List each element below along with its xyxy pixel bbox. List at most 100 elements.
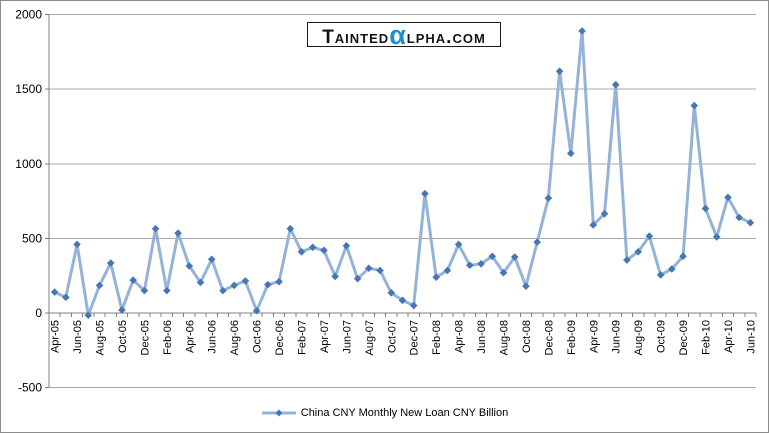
data-point-marker — [499, 268, 508, 277]
x-tick-label: Apr-09 — [588, 320, 600, 353]
y-tick-label: -500 — [18, 381, 42, 395]
data-point-marker — [174, 229, 182, 237]
data-point-marker — [578, 27, 586, 35]
data-point-marker — [95, 281, 104, 290]
x-tick-label: Apr-10 — [723, 320, 735, 353]
x-tick-label: Feb-08 — [431, 320, 443, 355]
data-point-marker — [151, 224, 160, 233]
data-point-marker — [623, 256, 631, 264]
x-tick-label: Feb-09 — [566, 320, 578, 355]
x-tick-label: Oct-05 — [117, 320, 129, 353]
data-point-marker — [735, 213, 743, 222]
data-point-marker — [421, 189, 429, 198]
y-tick-label: 2000 — [15, 8, 42, 22]
legend-marker-icon — [275, 409, 283, 417]
site-logo: Tainted α lpha.com — [307, 20, 501, 50]
y-tick-label: 1500 — [15, 82, 42, 96]
series-line — [53, 29, 752, 317]
x-tick-label: Dec-07 — [409, 320, 421, 355]
x-tick-label: Oct-06 — [252, 320, 264, 353]
legend-label: China CNY Monthly New Loan CNY Billion — [300, 407, 509, 419]
data-point-marker — [679, 252, 687, 261]
x-tick-label: Oct-08 — [521, 320, 533, 353]
x-tick-label: Oct-07 — [386, 320, 398, 353]
data-point-marker — [432, 273, 440, 281]
logo-alpha-icon: α — [389, 20, 407, 50]
data-point-marker — [84, 311, 93, 320]
data-point-marker — [264, 280, 272, 289]
data-point-marker — [73, 240, 81, 249]
x-tick-label: Jun-05 — [72, 320, 84, 354]
data-point-marker — [611, 80, 620, 89]
data-point-marker — [185, 262, 194, 270]
data-point-marker — [230, 281, 238, 290]
data-point-marker — [634, 248, 642, 256]
data-point-marker — [724, 193, 732, 202]
y-tick-label: 500 — [22, 231, 42, 245]
data-point-marker — [409, 301, 418, 310]
x-tick-label: Dec-08 — [543, 320, 555, 355]
data-point-marker — [555, 67, 564, 76]
x-tick-label: Feb-10 — [701, 320, 713, 355]
data-point-marker — [645, 232, 654, 240]
data-point-marker — [320, 246, 328, 255]
data-point-marker — [746, 218, 755, 227]
data-point-marker — [140, 286, 149, 295]
data-point-marker — [308, 243, 317, 252]
data-point-marker — [701, 204, 710, 213]
x-tick-label: Oct-09 — [656, 320, 668, 353]
data-point-marker — [376, 266, 384, 275]
data-point-marker — [219, 286, 227, 295]
data-point-marker — [241, 277, 250, 285]
data-point-marker — [275, 277, 283, 286]
x-tick-label: Apr-07 — [319, 320, 331, 353]
y-tick-label: 1000 — [15, 157, 42, 171]
data-point-marker — [533, 238, 541, 246]
data-point-marker — [106, 259, 115, 267]
x-tick-label: Jun-06 — [207, 320, 219, 354]
x-tick-label: Aug-08 — [499, 320, 511, 355]
data-point-marker — [567, 149, 575, 158]
data-point-marker — [600, 209, 609, 218]
x-tick-label: Aug-06 — [229, 320, 241, 355]
data-point-marker — [544, 194, 553, 202]
data-point-marker — [297, 248, 306, 256]
data-point-marker — [443, 266, 452, 275]
data-point-marker — [252, 306, 261, 315]
x-tick-label: Aug-07 — [364, 320, 376, 355]
logo-text-lpha-com: lpha.com — [406, 27, 486, 48]
data-point-marker — [163, 286, 171, 295]
x-tick-label: Jun-09 — [611, 320, 623, 354]
data-point-marker — [342, 242, 351, 250]
x-tick-label: Feb-06 — [162, 320, 174, 355]
x-tick-label: Dec-09 — [678, 320, 690, 355]
data-point-marker — [353, 274, 362, 283]
data-point-marker — [690, 101, 699, 110]
data-point-marker — [477, 259, 485, 268]
data-point-marker — [656, 271, 665, 279]
data-point-marker — [365, 264, 373, 273]
x-tick-label: Jun-08 — [476, 320, 488, 354]
x-tick-label: Aug-05 — [95, 320, 107, 355]
data-point-marker — [331, 272, 339, 281]
x-tick-label: Feb-07 — [297, 320, 309, 355]
logo-text-tainted: Tainted — [322, 27, 390, 48]
data-point-marker — [196, 278, 205, 287]
x-tick-label: Dec-05 — [139, 320, 151, 355]
x-tick-label: Apr-06 — [184, 320, 196, 353]
data-point-marker — [286, 224, 295, 233]
data-point-marker — [387, 289, 396, 297]
data-point-marker — [62, 293, 70, 302]
data-point-marker — [510, 253, 519, 261]
x-tick-label: Apr-08 — [454, 320, 466, 353]
x-tick-label: Aug-09 — [633, 320, 645, 355]
data-point-marker — [454, 240, 463, 249]
data-point-marker — [712, 233, 721, 241]
data-point-marker — [522, 282, 530, 290]
data-point-marker — [50, 288, 59, 296]
x-tick-label: Dec-06 — [274, 320, 286, 355]
data-point-marker — [398, 296, 407, 305]
x-tick-label: Apr-05 — [50, 320, 62, 353]
